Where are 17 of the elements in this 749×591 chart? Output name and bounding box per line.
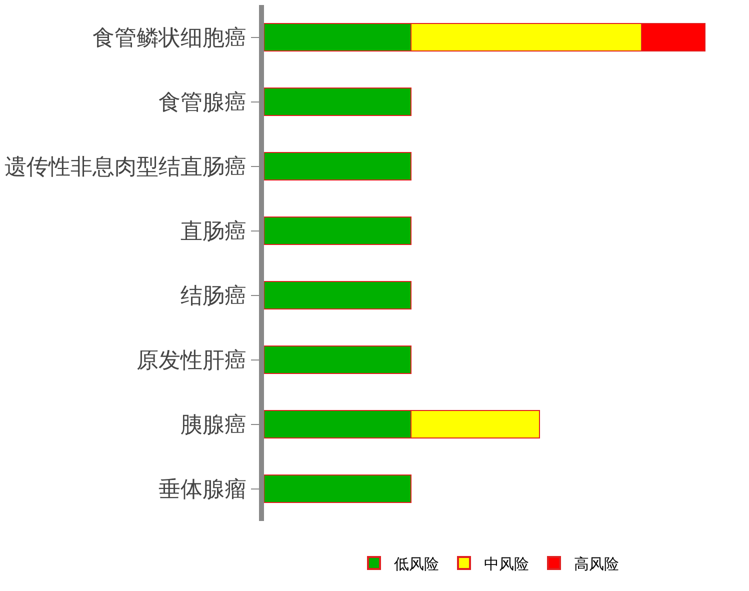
bar: [264, 474, 412, 503]
bar: [264, 281, 412, 310]
y-tick-label: 遗传性非息肉型结直肠癌: [4, 154, 247, 180]
y-tick-label: 食管腺癌: [158, 90, 247, 116]
y-tick-label: 结肠癌: [180, 284, 247, 309]
legend-label: 低风险: [394, 554, 439, 573]
y-tick-label: 胰腺癌: [180, 412, 247, 438]
y-tick-label: 食管鳞状细胞癌: [92, 26, 247, 51]
bar: [264, 152, 412, 180]
legend-label: 中风险: [484, 554, 529, 573]
legend-label: 高风险: [574, 554, 619, 573]
y-tick-label: 原发性肝癌: [136, 348, 247, 374]
bar: [264, 88, 412, 116]
bar: [264, 346, 412, 374]
bar: [264, 216, 412, 245]
y-tick-label: 垂体腺瘤: [158, 477, 247, 502]
y-tick-label: 直肠癌: [180, 219, 247, 244]
